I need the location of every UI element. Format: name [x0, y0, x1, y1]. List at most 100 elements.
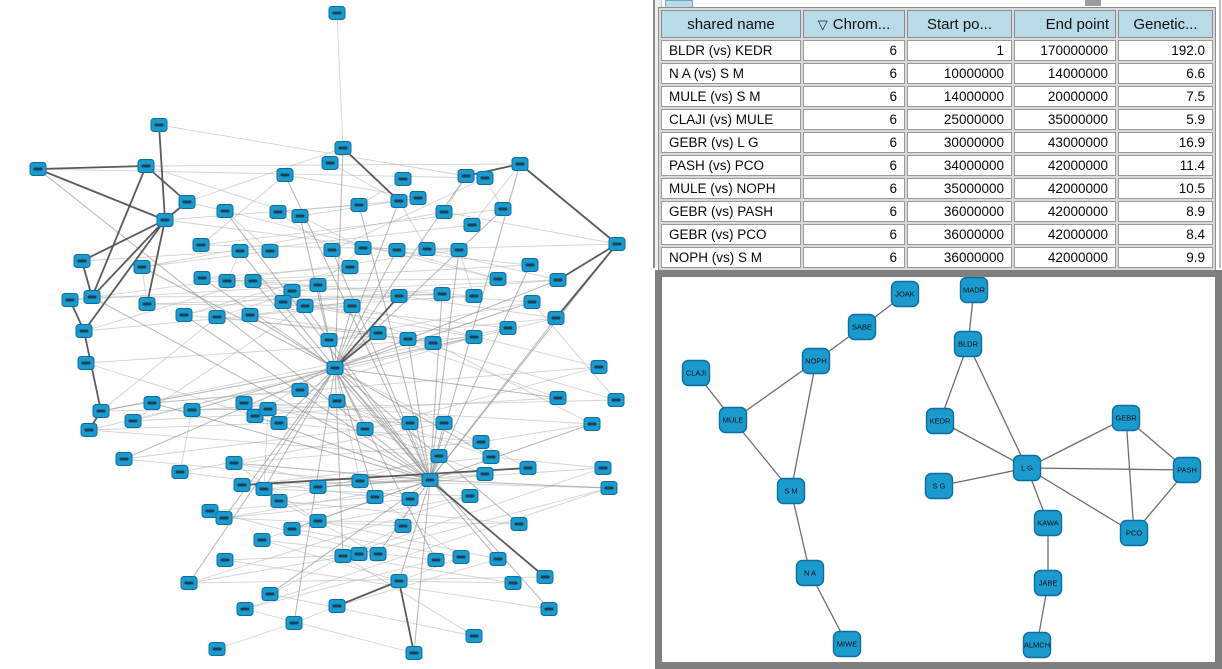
- network-node[interactable]: [261, 587, 279, 601]
- network-node[interactable]: [328, 599, 346, 613]
- table-cell[interactable]: 10000000: [907, 63, 1012, 84]
- table-cell[interactable]: 6: [803, 109, 905, 130]
- network-node[interactable]: [430, 449, 448, 463]
- network-node[interactable]: [255, 482, 273, 496]
- node-madr[interactable]: MADR: [959, 277, 989, 304]
- table-row[interactable]: PASH (vs) PCO 6 34000000 42000000 11.4: [661, 155, 1213, 176]
- network-node[interactable]: [424, 336, 442, 350]
- network-node[interactable]: [215, 511, 233, 525]
- network-node[interactable]: [323, 243, 341, 257]
- network-node[interactable]: [241, 308, 259, 322]
- network-node[interactable]: [137, 159, 155, 173]
- table-cell[interactable]: 6: [803, 178, 905, 199]
- network-node[interactable]: [341, 260, 359, 274]
- edge-s-m-n-a[interactable]: [790, 490, 811, 574]
- network-node[interactable]: [394, 172, 412, 186]
- table-cell[interactable]: 6: [803, 132, 905, 153]
- table-cell[interactable]: 6: [803, 247, 905, 268]
- network-node[interactable]: [321, 156, 339, 170]
- network-node[interactable]: [156, 213, 174, 227]
- table-cell[interactable]: 1: [907, 40, 1012, 61]
- network-node[interactable]: [489, 552, 507, 566]
- table-cell[interactable]: 9.9: [1118, 247, 1213, 268]
- network-node[interactable]: [461, 489, 479, 503]
- network-node[interactable]: [320, 333, 338, 347]
- column-header-end-point[interactable]: End point: [1014, 10, 1116, 38]
- network-node[interactable]: [115, 452, 133, 466]
- node-joak[interactable]: JOAK: [890, 280, 920, 308]
- node-miwe[interactable]: MIWE: [832, 630, 862, 658]
- column-header-genetic-[interactable]: Genetic...: [1118, 10, 1213, 38]
- table-cell[interactable]: 43000000: [1014, 132, 1116, 153]
- network-node[interactable]: [547, 311, 565, 325]
- node-gebr[interactable]: GEBR: [1111, 404, 1141, 432]
- network-node[interactable]: [494, 202, 512, 216]
- node-s-g[interactable]: S G: [924, 472, 954, 500]
- table-cell[interactable]: 6: [803, 201, 905, 222]
- network-node[interactable]: [590, 360, 608, 374]
- network-node[interactable]: [208, 642, 226, 656]
- network-node[interactable]: [133, 260, 151, 274]
- edge-gebr-pco[interactable]: [1125, 417, 1135, 534]
- network-node[interactable]: [236, 602, 254, 616]
- network-node[interactable]: [366, 490, 384, 504]
- network-node[interactable]: [326, 361, 344, 375]
- edge-l-g-pco[interactable]: [1026, 467, 1135, 534]
- network-node[interactable]: [216, 204, 234, 218]
- node-l-g[interactable]: L G: [1012, 454, 1042, 482]
- network-node[interactable]: [235, 396, 253, 410]
- scrollbar-fragment[interactable]: [1085, 0, 1101, 6]
- table-cell[interactable]: 7.5: [1118, 86, 1213, 107]
- node-almch[interactable]: ALMCH: [1022, 631, 1052, 659]
- network-node[interactable]: [291, 383, 309, 397]
- table-row[interactable]: GEBR (vs) PASH 6 36000000 42000000 8.9: [661, 201, 1213, 222]
- table-row[interactable]: MULE (vs) S M 6 14000000 20000000 7.5: [661, 86, 1213, 107]
- network-node[interactable]: [549, 273, 567, 287]
- edge-s-g-l-g[interactable]: [938, 467, 1028, 487]
- table-cell[interactable]: 35000000: [1014, 109, 1116, 130]
- node-pco[interactable]: PCO: [1119, 519, 1149, 547]
- network-node[interactable]: [472, 435, 490, 449]
- network-node[interactable]: [208, 310, 226, 324]
- network-node[interactable]: [435, 205, 453, 219]
- network-node[interactable]: [244, 274, 262, 288]
- table-cell[interactable]: N A (vs) S M: [661, 63, 801, 84]
- table-cell[interactable]: 6: [803, 86, 905, 107]
- table-cell[interactable]: NOPH (vs) S M: [661, 247, 801, 268]
- table-cell[interactable]: 36000000: [907, 247, 1012, 268]
- network-node[interactable]: [608, 237, 626, 251]
- table-cell[interactable]: 8.9: [1118, 201, 1213, 222]
- table-cell[interactable]: 36000000: [907, 224, 1012, 245]
- filter-icon[interactable]: ▽: [817, 16, 828, 32]
- table-cell[interactable]: 6.6: [1118, 63, 1213, 84]
- network-node[interactable]: [276, 168, 294, 182]
- table-cell[interactable]: GEBR (vs) PCO: [661, 224, 801, 245]
- table-cell[interactable]: 16.9: [1118, 132, 1213, 153]
- table-row[interactable]: BLDR (vs) KEDR 6 1 170000000 192.0: [661, 40, 1213, 61]
- network-node[interactable]: [92, 404, 110, 418]
- table-cell[interactable]: 42000000: [1014, 201, 1116, 222]
- network-node[interactable]: [536, 570, 554, 584]
- network-node[interactable]: [283, 284, 301, 298]
- network-node[interactable]: [218, 274, 236, 288]
- network-node[interactable]: [594, 461, 612, 475]
- network-node[interactable]: [388, 243, 406, 257]
- network-node[interactable]: [427, 553, 445, 567]
- table-cell[interactable]: PASH (vs) PCO: [661, 155, 801, 176]
- edge-kedr-l-g[interactable]: [939, 420, 1028, 469]
- node-n-a[interactable]: N A: [795, 559, 825, 587]
- network-node[interactable]: [399, 332, 417, 346]
- table-cell[interactable]: GEBR (vs) L G: [661, 132, 801, 153]
- network-node[interactable]: [465, 330, 483, 344]
- network-node[interactable]: [356, 422, 374, 436]
- node-bldr[interactable]: BLDR: [953, 330, 983, 358]
- node-claji[interactable]: CLAJI: [681, 359, 711, 387]
- network-node[interactable]: [29, 162, 47, 176]
- network-node[interactable]: [269, 205, 287, 219]
- overview-network-canvas[interactable]: [0, 0, 655, 669]
- table-cell[interactable]: 14000000: [1014, 63, 1116, 84]
- network-node[interactable]: [274, 295, 292, 309]
- network-node[interactable]: [390, 289, 408, 303]
- table-cell[interactable]: 6: [803, 224, 905, 245]
- node-s-m[interactable]: S M: [776, 477, 806, 505]
